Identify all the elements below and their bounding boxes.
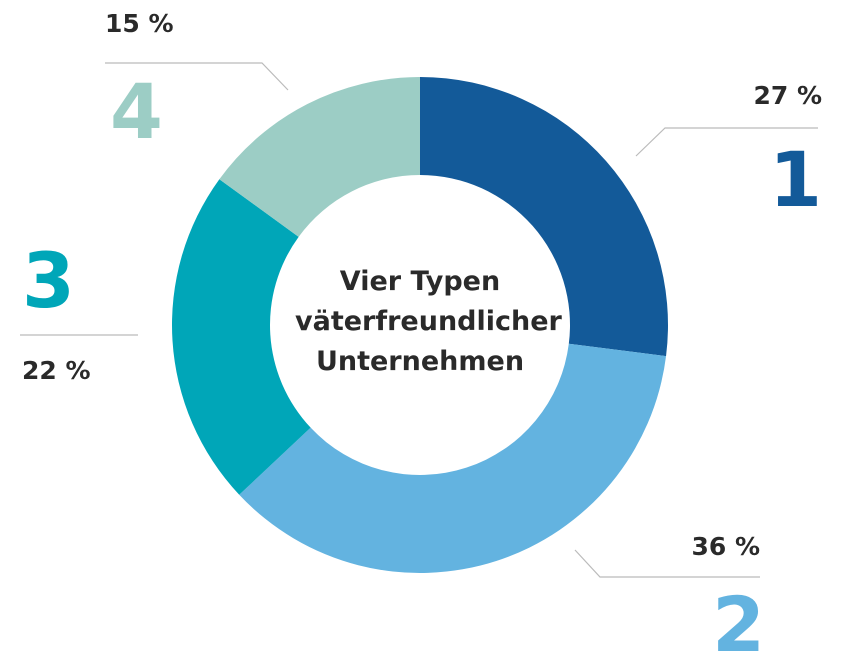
chart-title: Vier Typen väterfreundlicher Unternehmen: [295, 266, 562, 377]
value-label: 15 %: [105, 9, 174, 38]
donut-segment: [420, 77, 668, 357]
category-label: 3: [22, 236, 75, 325]
donut-segment: [239, 343, 667, 573]
category-label: 4: [110, 67, 163, 156]
leader-line: [105, 62, 289, 91]
value-label: 36 %: [691, 532, 760, 561]
donut-segment: [219, 77, 420, 237]
leader-line: [574, 549, 760, 578]
category-label: 1: [769, 135, 822, 224]
donut-segment: [172, 179, 311, 495]
category-label: 2: [712, 580, 765, 661]
value-label: 27 %: [753, 81, 822, 110]
value-label: 22 %: [22, 356, 91, 385]
leader-line: [635, 127, 818, 157]
